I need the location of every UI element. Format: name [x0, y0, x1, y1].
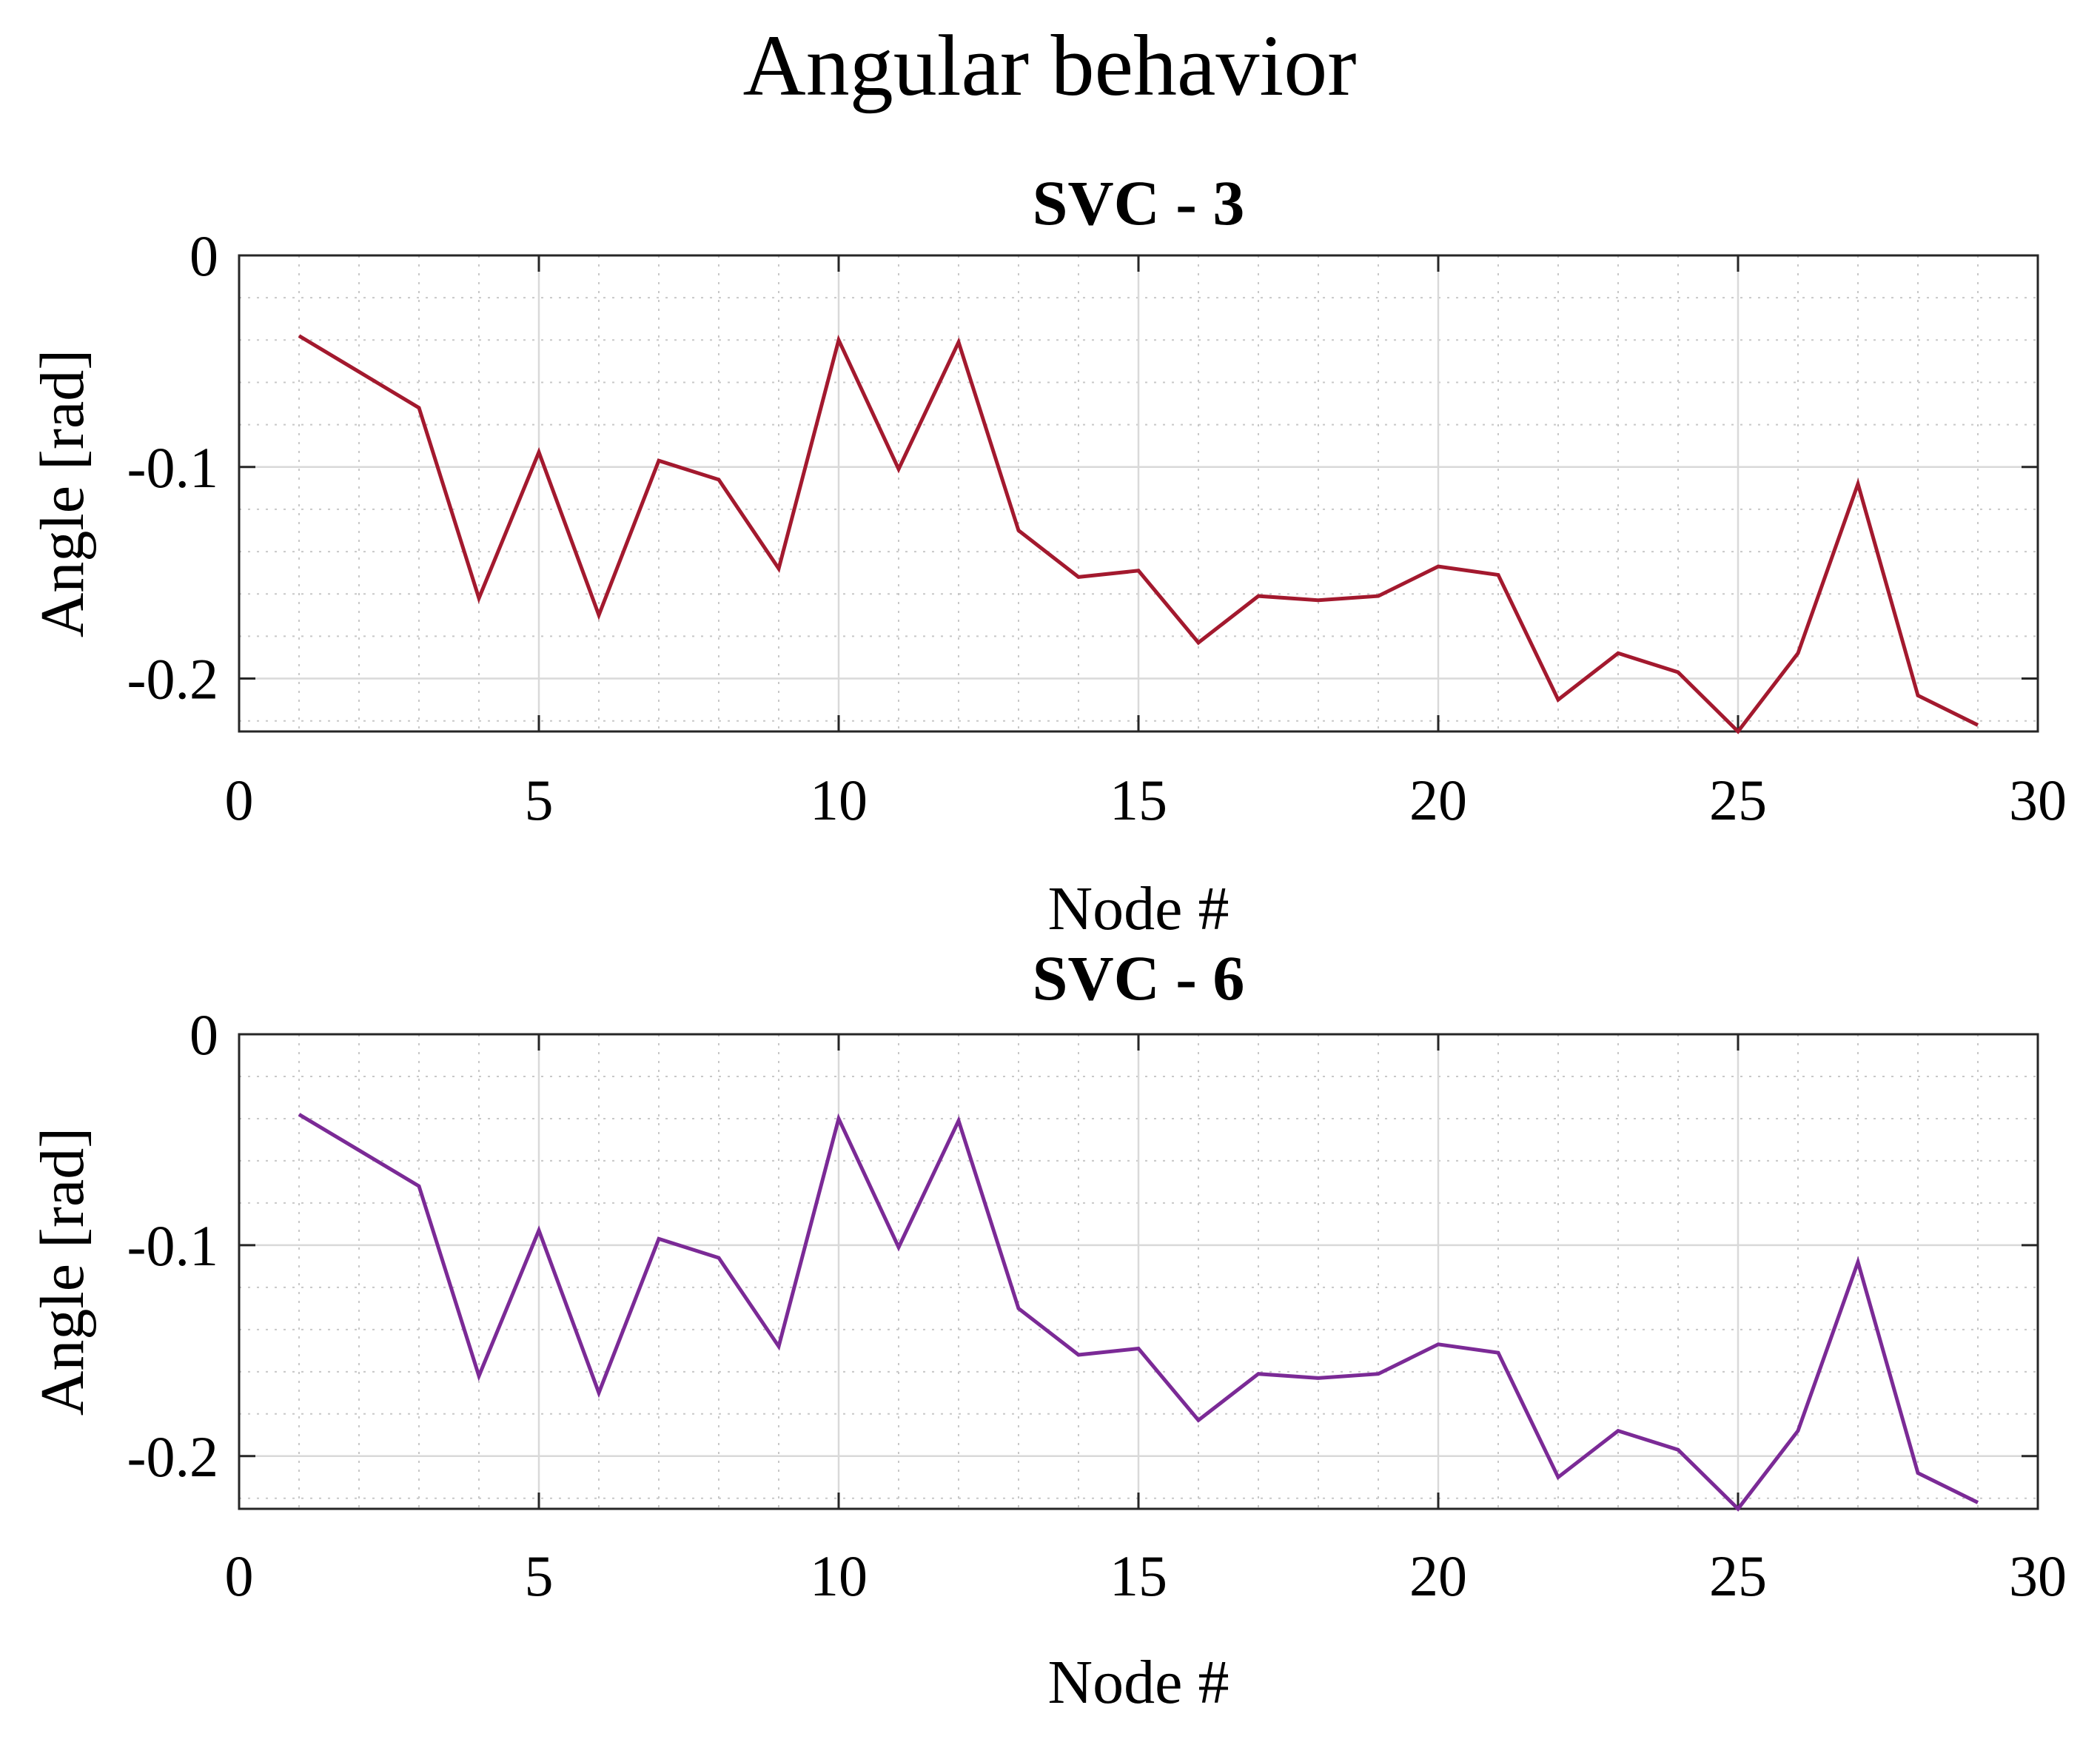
x-tick-label: 15 — [1110, 768, 1167, 832]
x-tick-label: 0 — [225, 768, 254, 832]
chart-svc-6: 0 5 10 15 20 25 30 0 -0.1 -0.2 SVC - 6 Node # Angle … — [28, 942, 2067, 1717]
x-tick-label: 30 — [2009, 1544, 2067, 1608]
x-tick-label: 5 — [525, 1544, 554, 1608]
x-tick-label: 0 — [225, 1544, 254, 1608]
series-line-svc-3 — [298, 334, 1979, 734]
y-tick-label: -0.1 — [127, 1213, 218, 1278]
x-tick-label: 25 — [1709, 768, 1767, 832]
y-tick-label: -0.2 — [127, 647, 218, 711]
x-tick-label: 10 — [810, 1544, 868, 1608]
x-tick-label: 5 — [525, 768, 554, 832]
series-line-svc-6 — [298, 1113, 1979, 1512]
figure-title: Angular behavior — [743, 17, 1357, 114]
chart-title: SVC - 3 — [1033, 167, 1245, 238]
y-axis-label: Angle [rad] — [28, 349, 97, 637]
x-tick-label: 20 — [1409, 1544, 1467, 1608]
x-tick-label: 10 — [810, 768, 868, 832]
y-tick-label: -0.2 — [127, 1424, 218, 1489]
chart-title: SVC - 6 — [1033, 942, 1245, 1014]
x-axis-label: Node # — [1048, 1648, 1230, 1717]
y-tick-label: 0 — [189, 1002, 218, 1067]
chart-svc-3: 0 5 10 15 20 25 30 0 -0.1 -0.2 SVC - 3 Node # Angle … — [28, 167, 2067, 943]
x-tick-label: 15 — [1110, 1544, 1167, 1608]
x-tick-label: 20 — [1409, 768, 1467, 832]
x-tick-label: 25 — [1709, 1544, 1767, 1608]
x-axis-label: Node # — [1048, 874, 1230, 943]
y-tick-label: 0 — [189, 224, 218, 288]
y-axis-label: Angle [rad] — [28, 1128, 97, 1416]
x-tick-label: 30 — [2009, 768, 2067, 832]
y-tick-label: -0.1 — [127, 435, 218, 500]
